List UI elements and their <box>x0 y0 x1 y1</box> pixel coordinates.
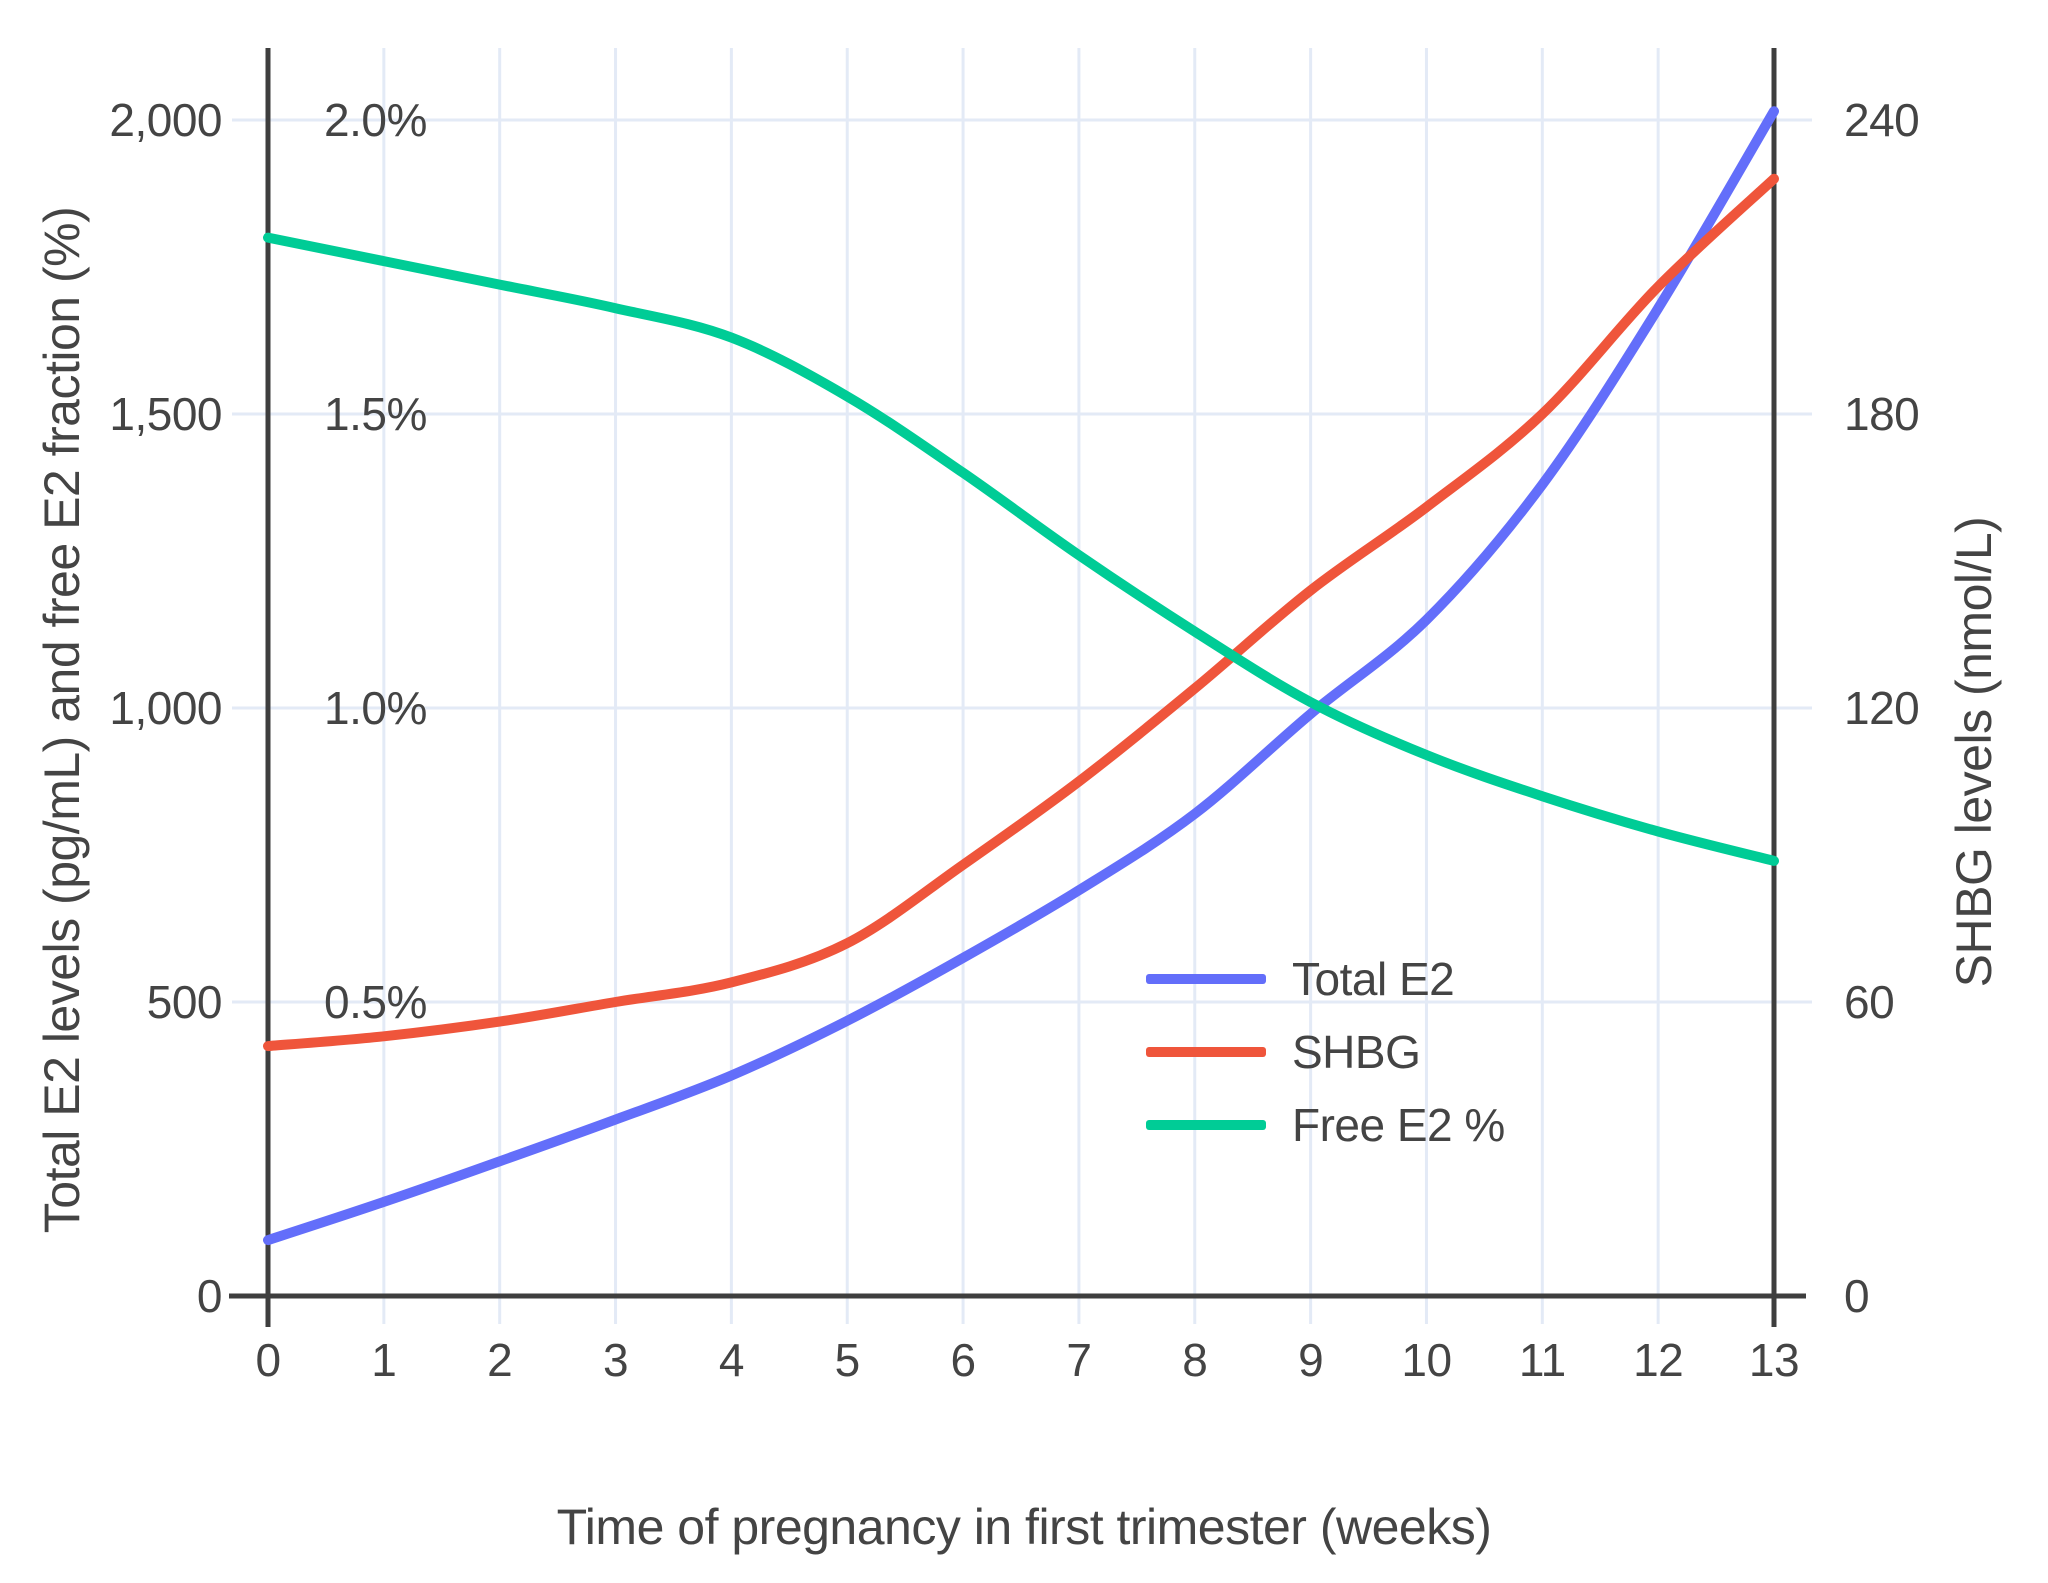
y-axis-right-title: SHBG levels (nmol/L) <box>1946 516 2002 988</box>
x-tick-label: 1 <box>371 1334 396 1386</box>
legend-label-free-e2: Free E2 % <box>1292 1098 1505 1151</box>
series-line-total-e2 <box>263 106 1779 1246</box>
legend-item-free-e2[interactable]: Free E2 % <box>1146 1088 1505 1161</box>
y-left-percent-tick-label: 0.5% <box>324 976 427 1028</box>
y-left-percent-tick-label: 2.0% <box>324 94 427 146</box>
y-left-percent-tick-label: 1.0% <box>324 682 427 734</box>
x-tick-label: 5 <box>835 1334 860 1386</box>
x-tick-label: 0 <box>255 1334 280 1386</box>
y-left-percent-tick-label: 1.5% <box>324 388 427 440</box>
x-tick-label: 9 <box>1298 1334 1323 1386</box>
x-tick-label: 3 <box>603 1334 628 1386</box>
legend-item-total-e2[interactable]: Total E2 <box>1146 942 1505 1015</box>
x-tick-label: 11 <box>1519 1334 1566 1386</box>
legend-label-shbg: SHBG <box>1292 1025 1421 1078</box>
x-tick-label: 12 <box>1633 1334 1683 1386</box>
x-tick-label: 6 <box>951 1334 976 1386</box>
y-right-tick-label: 0 <box>1844 1270 1869 1322</box>
legend-item-shbg[interactable]: SHBG <box>1146 1015 1505 1088</box>
x-axis-title: Time of pregnancy in first trimester (we… <box>556 1499 1492 1555</box>
y-right-tick-label: 240 <box>1844 94 1919 146</box>
series-line-free-e2 <box>263 232 1779 866</box>
y-right-tick-label: 180 <box>1844 388 1919 440</box>
y-left-tick-label: 2,000 <box>109 94 222 146</box>
x-tick-label: 13 <box>1749 1334 1799 1386</box>
y-right-tick-label: 120 <box>1844 682 1919 734</box>
series-line-shbg <box>263 173 1779 1052</box>
legend: Total E2 SHBG Free E2 % <box>1146 942 1505 1161</box>
y-right-tick-label: 60 <box>1844 976 1894 1028</box>
y-left-tick-label: 1,000 <box>109 682 222 734</box>
x-tick-label: 2 <box>487 1334 512 1386</box>
y-left-tick-label: 0 <box>197 1270 222 1322</box>
legend-label-total-e2: Total E2 <box>1292 952 1455 1005</box>
legend-swatch-total-e2 <box>1146 973 1266 984</box>
x-tick-label: 10 <box>1401 1334 1451 1386</box>
x-tick-label: 8 <box>1182 1334 1207 1386</box>
y-left-tick-label: 500 <box>147 976 222 1028</box>
legend-swatch-free-e2 <box>1146 1119 1266 1130</box>
x-tick-label: 4 <box>719 1334 744 1386</box>
y-axis-left-title: Total E2 levels (pg/mL) and free E2 frac… <box>34 206 90 1234</box>
x-tick-label: 7 <box>1066 1334 1091 1386</box>
legend-swatch-shbg <box>1146 1046 1266 1057</box>
y-left-tick-label: 1,500 <box>109 388 222 440</box>
